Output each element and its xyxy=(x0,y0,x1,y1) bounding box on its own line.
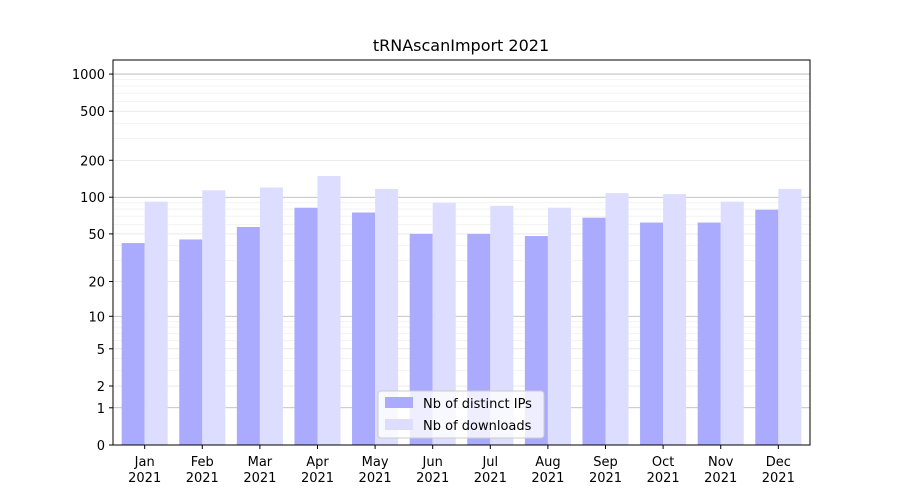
x-axis: Jan2021Feb2021Mar2021Apr2021May2021Jun20… xyxy=(128,445,795,486)
bar-downloads xyxy=(432,202,456,445)
legend: Nb of distinct IPs Nb of downloads xyxy=(377,390,545,439)
x-tick-year-label: 2021 xyxy=(186,471,219,486)
bar-downloads xyxy=(259,187,283,446)
bar-downloads xyxy=(317,175,341,445)
x-tick-label: Apr xyxy=(306,455,329,470)
x-tick-label: Nov xyxy=(708,455,734,470)
x-tick-year-label: 2021 xyxy=(474,471,507,486)
bar-distinct-ips xyxy=(179,239,203,445)
x-tick-year-label: 2021 xyxy=(128,471,161,486)
chart-title: tRNAscanImport 2021 xyxy=(373,36,549,55)
bar-distinct-ips xyxy=(352,212,376,445)
legend-label-distinct-ips: Nb of distinct IPs xyxy=(423,397,532,412)
legend-label-downloads: Nb of downloads xyxy=(423,419,532,434)
x-tick-year-label: 2021 xyxy=(416,471,449,486)
x-tick-label: Feb xyxy=(191,455,214,470)
legend-swatch-distinct-ips xyxy=(385,397,413,408)
bar-distinct-ips xyxy=(582,217,606,445)
x-tick-label: Jun xyxy=(422,455,443,470)
y-tick-label: 2 xyxy=(97,380,105,395)
bar-downloads xyxy=(605,193,629,445)
y-tick-label: 100 xyxy=(80,191,105,206)
y-tick-label: 1 xyxy=(97,402,105,417)
x-tick-label: Mar xyxy=(248,455,273,470)
x-tick-year-label: 2021 xyxy=(243,471,276,486)
bar-distinct-ips xyxy=(755,209,779,445)
y-tick-label: 10 xyxy=(88,310,105,325)
x-tick-label: Aug xyxy=(535,455,560,470)
bar-downloads xyxy=(490,205,514,445)
x-tick-year-label: 2021 xyxy=(762,471,795,486)
x-tick-year-label: 2021 xyxy=(301,471,334,486)
y-tick-label: 200 xyxy=(80,154,105,169)
bar-distinct-ips xyxy=(236,226,260,445)
x-tick-label: Jan xyxy=(134,455,155,470)
bar-downloads xyxy=(375,188,399,445)
x-tick-year-label: 2021 xyxy=(647,471,680,486)
y-tick-label: 20 xyxy=(88,276,105,291)
x-tick-year-label: 2021 xyxy=(359,471,392,486)
plot-frame xyxy=(112,59,811,446)
bar-downloads xyxy=(202,190,226,445)
x-tick-label: Sep xyxy=(593,455,618,470)
x-tick-label: Dec xyxy=(766,455,791,470)
bar-distinct-ips xyxy=(294,207,318,445)
x-tick-year-label: 2021 xyxy=(704,471,737,486)
legend-swatch-downloads xyxy=(385,419,413,430)
bar-distinct-ips xyxy=(697,222,721,445)
y-tick-label: 50 xyxy=(88,228,105,243)
x-tick-label: Jul xyxy=(481,455,498,470)
bar-downloads xyxy=(547,207,571,445)
x-tick-label: May xyxy=(362,455,389,470)
bar-downloads xyxy=(144,201,168,445)
bar-downloads xyxy=(778,188,802,445)
bar-downloads xyxy=(720,201,744,445)
bar-downloads xyxy=(663,194,687,445)
grid xyxy=(113,73,810,446)
x-tick-label: Oct xyxy=(652,455,674,470)
legend-box xyxy=(377,390,545,439)
y-tick-label: 1000 xyxy=(72,68,105,83)
x-tick-year-label: 2021 xyxy=(589,471,622,486)
y-tick-label: 0 xyxy=(97,439,105,454)
bar-distinct-ips xyxy=(121,243,145,445)
y-tick-label: 500 xyxy=(80,105,105,120)
y-axis: 0 1 2 5 10 20 50 100 200 500 1000 xyxy=(72,68,113,454)
y-tick-label: 5 xyxy=(97,343,105,358)
x-tick-year-label: 2021 xyxy=(531,471,564,486)
bar-distinct-ips xyxy=(640,222,664,445)
